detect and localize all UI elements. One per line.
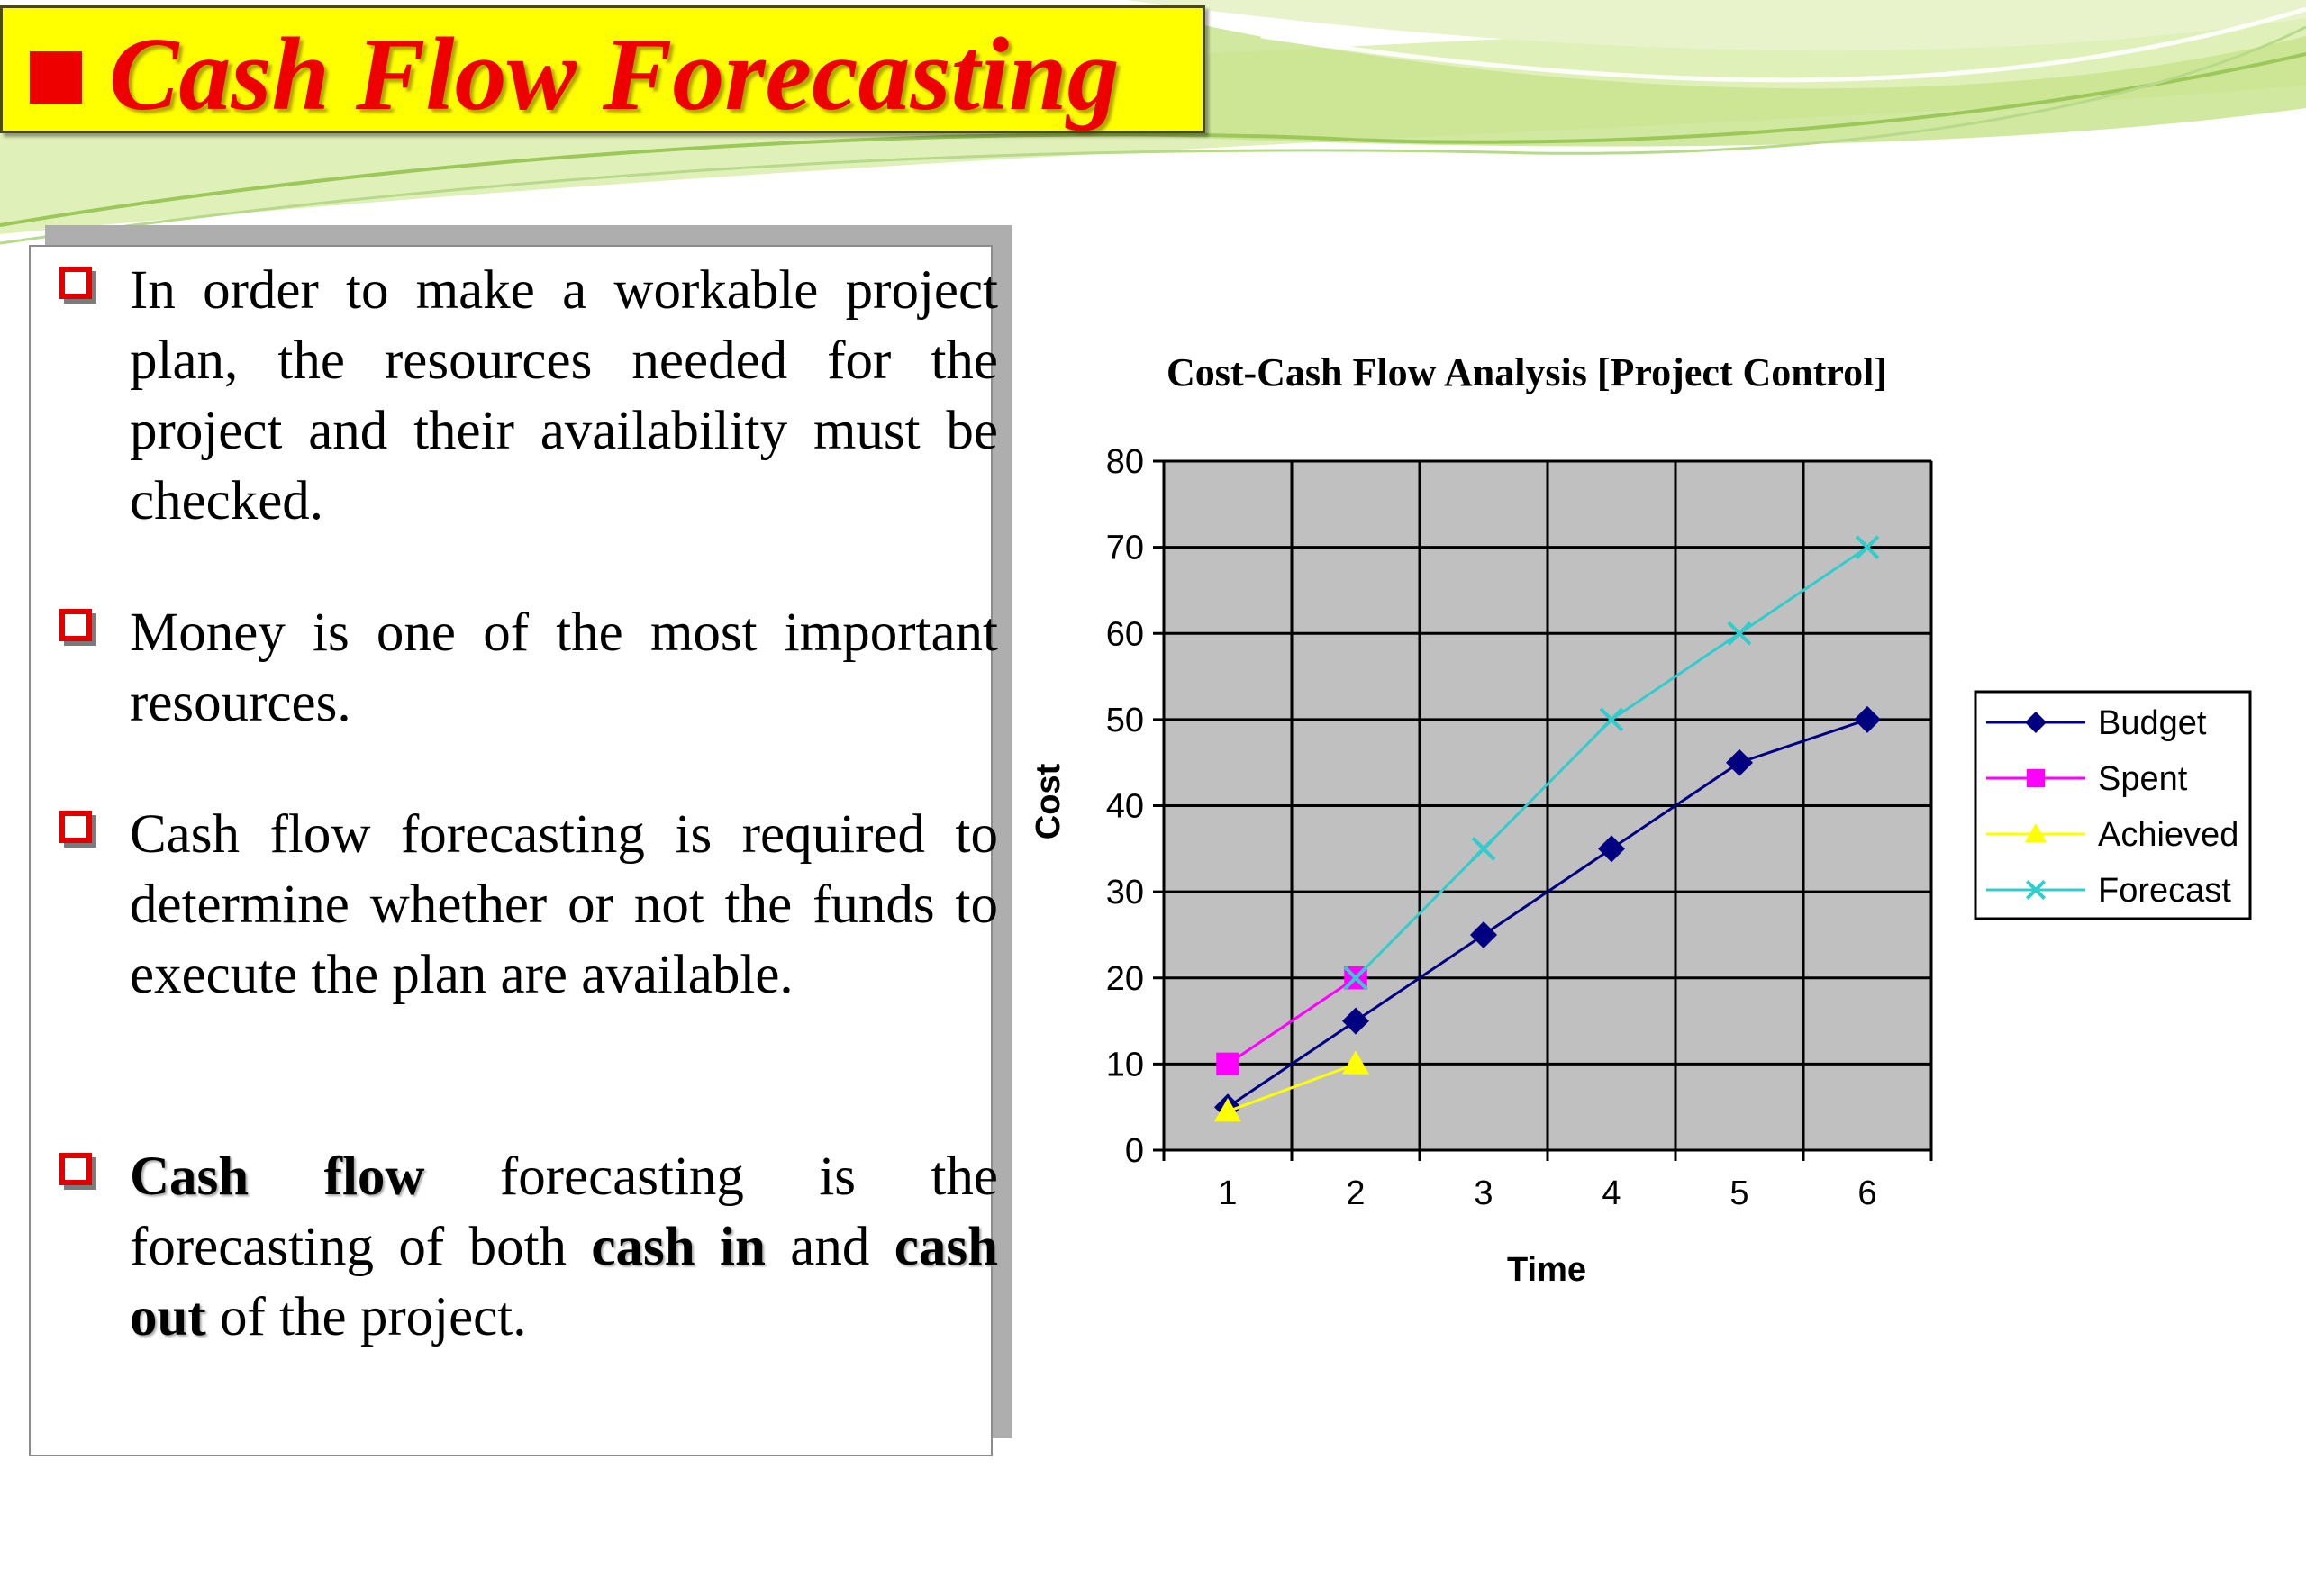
legend-label-spent: Spent (2098, 760, 2188, 798)
x-marker-stroke (1343, 966, 1368, 991)
cost-cash-flow-chart: Cost-Cash Flow Analysis [Project Control… (1030, 350, 2252, 1289)
legend-box (1974, 690, 2252, 920)
point-budget (1342, 1007, 1369, 1035)
x-marker-stroke (1727, 621, 1752, 646)
bullet-text-run: Money is one of the most important resou… (130, 603, 998, 733)
point-forecast (1343, 966, 1368, 991)
y-axis-label: Cost (1030, 763, 1067, 839)
series-line-achieved (1227, 1062, 1357, 1113)
y-axis-ticks: 0 10 20 30 40 50 60 70 80 (1106, 443, 1164, 1170)
legend-marker-budget (2025, 712, 2047, 733)
series-achieved (1214, 1050, 1369, 1122)
checkbox-bullet-icon (59, 1153, 92, 1185)
point-forecast (1599, 707, 1624, 732)
series-forecast (1343, 535, 1880, 991)
x-tick-label: 2 (1346, 1174, 1365, 1212)
checkbox-bullet-icon (59, 811, 92, 843)
bullet-text-run: and (765, 1217, 894, 1277)
point-achieved (1214, 1097, 1241, 1122)
point-budget (1726, 748, 1753, 776)
point-budget (1470, 920, 1497, 948)
bullet-text-run: of the project. (205, 1287, 527, 1347)
legend-label-forecast: Forecast (2098, 872, 2231, 910)
series-line-budget (1227, 718, 1868, 1109)
point-budget (1598, 835, 1625, 863)
bullet-text-bold: cash in (591, 1217, 766, 1277)
bullet-text: Cash flow forecasting is required to det… (130, 800, 998, 1011)
point-spent (1216, 1052, 1239, 1076)
point-budget (1854, 705, 1881, 733)
x-marker-stroke (2025, 879, 2047, 901)
chart-title: Cost-Cash Flow Analysis [Project Control… (1167, 350, 1887, 394)
x-marker-stroke (1855, 535, 1880, 560)
point-forecast (1471, 836, 1496, 861)
point-forecast (1855, 535, 1880, 560)
x-tick-label: 4 (1602, 1174, 1621, 1212)
legend-label-budget: Budget (2098, 704, 2207, 742)
bullet-text-box: In order to make a workable project plan… (29, 245, 998, 1456)
x-tick-label: 1 (1218, 1174, 1237, 1212)
x-marker-stroke (1599, 707, 1624, 732)
y-tick-label: 40 (1106, 788, 1144, 826)
x-tick-label: 3 (1474, 1174, 1493, 1212)
x-axis-label: Time (1507, 1251, 1586, 1289)
bullet-text: Cash flow forecasting is the forecasting… (130, 1142, 998, 1353)
y-tick-label: 70 (1106, 530, 1144, 567)
title-banner: Cash Flow Forecasting (0, 5, 1205, 133)
y-tick-label: 80 (1106, 443, 1144, 481)
y-tick-label: 10 (1106, 1046, 1144, 1084)
bullet-text: Money is one of the most important resou… (130, 598, 998, 739)
bullet-text-run: forecasting is the forecasting of both (130, 1147, 999, 1277)
point-forecast (1727, 621, 1752, 646)
x-marker-stroke (1471, 836, 1496, 861)
chart-legend: Budget Spent Achieved Forecast (1974, 690, 2252, 920)
y-tick-label: 20 (1106, 960, 1144, 998)
bullet-text-bold: cash out (130, 1217, 998, 1347)
series-line-spent (1227, 976, 1357, 1066)
legend-marker-spent (2026, 768, 2046, 788)
checkbox-bullet-icon (59, 609, 92, 641)
checkbox-bullet-icon (59, 267, 92, 299)
x-tick-label: 6 (1857, 1174, 1876, 1212)
y-tick-label: 30 (1106, 874, 1144, 911)
x-tick-label: 5 (1730, 1174, 1748, 1212)
bullet-text-run: In order to make a workable project plan… (130, 260, 998, 531)
bullet-text: In order to make a workable project plan… (130, 256, 998, 537)
y-tick-label: 0 (1125, 1132, 1144, 1170)
bullet-text-bold: Cash flow (130, 1147, 425, 1207)
series-layer (1214, 535, 1881, 1122)
x-axis-ticks: 1 2 3 4 5 6 (1162, 1150, 1933, 1212)
legend-label-achieved: Achieved (2098, 816, 2238, 854)
legend-marker-forecast (2025, 879, 2047, 901)
bullet-text-run: Cash flow forecasting is required to det… (130, 804, 998, 1005)
slide-title: Cash Flow Forecasting (109, 17, 1120, 132)
series-budget (1214, 705, 1881, 1121)
legend-marker-achieved (2025, 823, 2047, 842)
y-tick-label: 60 (1106, 615, 1144, 653)
y-tick-label: 50 (1106, 702, 1144, 739)
title-square-bullet-icon (30, 51, 82, 104)
point-achieved (1342, 1050, 1369, 1075)
